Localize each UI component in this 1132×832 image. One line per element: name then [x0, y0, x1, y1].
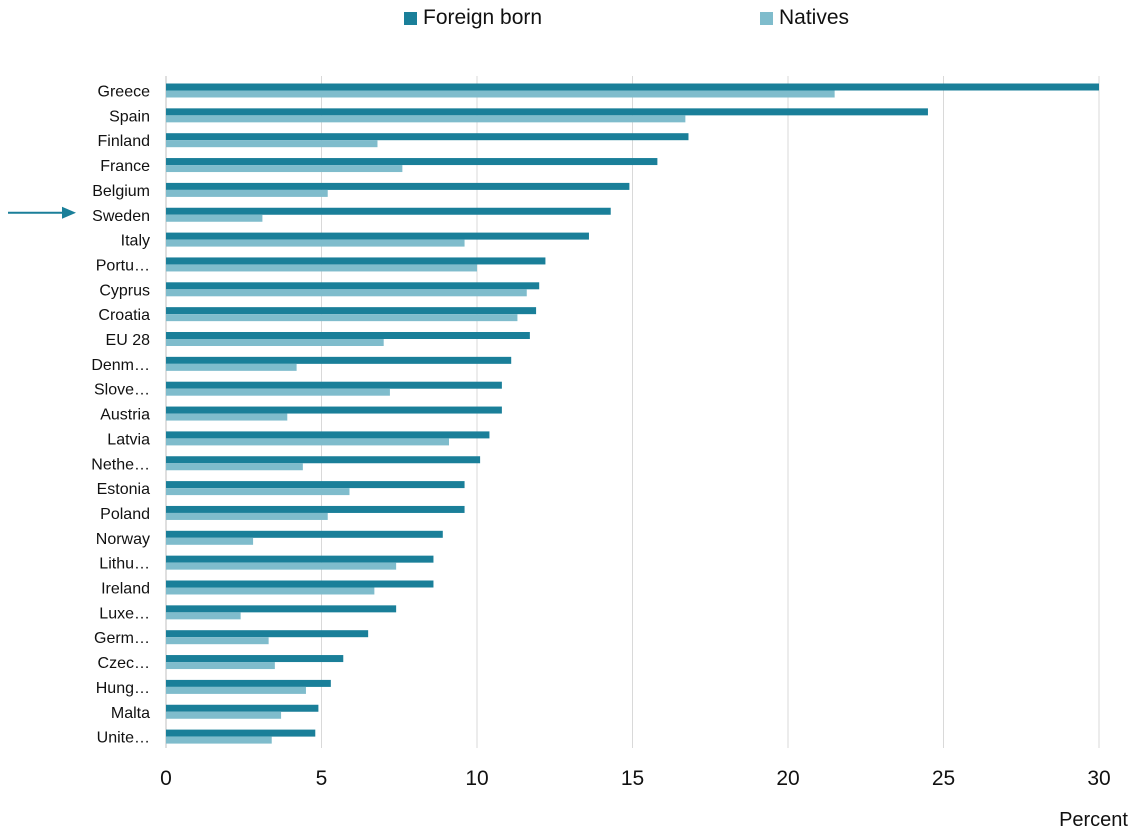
category-label: Finland — [98, 133, 150, 150]
bar-foreign-born — [166, 406, 502, 414]
category-label: Greece — [98, 84, 151, 101]
legend-label-foreign-born: Foreign born — [423, 6, 543, 29]
bar-natives — [166, 537, 254, 545]
bar-natives — [166, 140, 378, 148]
bar-natives — [166, 264, 477, 272]
category-label: EU 28 — [106, 332, 151, 349]
category-label: Unite… — [97, 730, 150, 747]
category-label: Croatia — [98, 307, 150, 324]
x-tick-label: 10 — [465, 767, 488, 790]
category-label: Portu… — [96, 257, 150, 274]
category-label: Czec… — [98, 655, 150, 672]
bar-natives — [166, 662, 275, 670]
bar-natives — [166, 736, 272, 744]
bar-foreign-born — [166, 704, 319, 712]
bar-natives — [166, 339, 384, 346]
bar-foreign-born — [166, 282, 540, 290]
category-label: Luxe… — [99, 605, 150, 622]
bar-foreign-born — [166, 605, 397, 613]
bar-natives — [166, 488, 350, 496]
category-label: Nethe… — [91, 456, 150, 473]
bar-natives — [166, 115, 686, 123]
bar-foreign-born — [166, 158, 658, 166]
bar-natives — [166, 388, 390, 396]
category-label: Italy — [121, 233, 150, 250]
category-label: Spain — [109, 108, 150, 125]
bar-foreign-born — [166, 332, 530, 339]
category-label: Norway — [96, 531, 150, 548]
bar-natives — [166, 289, 527, 297]
bar-foreign-born — [166, 83, 1099, 91]
bar-foreign-born — [166, 729, 316, 737]
legend-item-natives: Natives — [760, 6, 849, 30]
category-label: Malta — [111, 705, 150, 722]
bar-foreign-born — [166, 655, 344, 663]
category-label: Cyprus — [99, 282, 150, 299]
bar-foreign-born — [166, 133, 689, 141]
bar-natives — [166, 314, 518, 322]
bar-natives — [166, 363, 297, 371]
category-label: France — [100, 158, 150, 175]
category-label: Lithu… — [99, 556, 150, 573]
bar-foreign-born — [166, 257, 546, 265]
bar-natives — [166, 686, 306, 694]
legend-swatch-foreign-born — [404, 11, 417, 25]
bar-foreign-born — [166, 505, 465, 513]
bar-foreign-born — [166, 182, 630, 190]
category-label: Ireland — [101, 581, 150, 598]
bar-natives — [166, 90, 835, 98]
bar-natives — [166, 239, 465, 247]
bar-foreign-born — [166, 207, 611, 215]
category-label: Denm… — [91, 357, 150, 374]
category-label: Germ… — [94, 630, 150, 647]
x-tick-label: 15 — [621, 767, 644, 790]
bar-natives — [166, 587, 375, 595]
bar-foreign-born — [166, 679, 331, 687]
bar-foreign-born — [166, 307, 537, 315]
bar-natives — [166, 562, 397, 570]
x-tick-label: 20 — [776, 767, 799, 790]
category-label: Latvia — [107, 431, 150, 448]
bar-natives — [166, 165, 403, 173]
bar-foreign-born — [166, 431, 490, 439]
category-label: Austria — [100, 407, 150, 424]
bar-foreign-born — [166, 481, 465, 489]
category-label: Estonia — [97, 481, 150, 498]
legend: Foreign born Natives — [0, 6, 1132, 34]
category-label: Hung… — [96, 680, 150, 697]
bar-natives — [166, 214, 263, 222]
category-label: Slove… — [94, 382, 150, 399]
legend-label-natives: Natives — [779, 6, 850, 29]
x-tick-label: 0 — [160, 767, 172, 790]
bar-foreign-born — [166, 356, 512, 364]
bar-foreign-born — [166, 232, 589, 240]
x-tick-label: 25 — [932, 767, 955, 790]
bar-foreign-born — [166, 630, 369, 638]
bar-natives — [166, 637, 269, 645]
bar-foreign-born — [166, 456, 481, 464]
bar-natives — [166, 463, 303, 471]
bar-natives — [166, 413, 288, 421]
bar-foreign-born — [166, 530, 443, 538]
highlight-arrow-head — [62, 206, 76, 219]
bar-natives — [166, 512, 328, 520]
bar-natives — [166, 438, 450, 446]
x-axis-label: Percent — [1059, 809, 1128, 831]
x-tick-label: 30 — [1087, 767, 1110, 790]
bar-foreign-born — [166, 580, 434, 588]
category-label: Sweden — [92, 208, 150, 225]
bar-natives — [166, 711, 282, 719]
bar-foreign-born — [166, 108, 928, 116]
category-label: Belgium — [92, 183, 150, 200]
bar-foreign-born — [166, 555, 434, 563]
legend-swatch-natives — [760, 11, 773, 25]
legend-item-foreign-born: Foreign born — [404, 6, 542, 30]
bar-foreign-born — [166, 381, 502, 389]
bar-natives — [166, 612, 241, 620]
bar-natives — [166, 189, 328, 197]
category-label: Poland — [100, 506, 150, 523]
x-tick-label: 5 — [316, 767, 328, 790]
